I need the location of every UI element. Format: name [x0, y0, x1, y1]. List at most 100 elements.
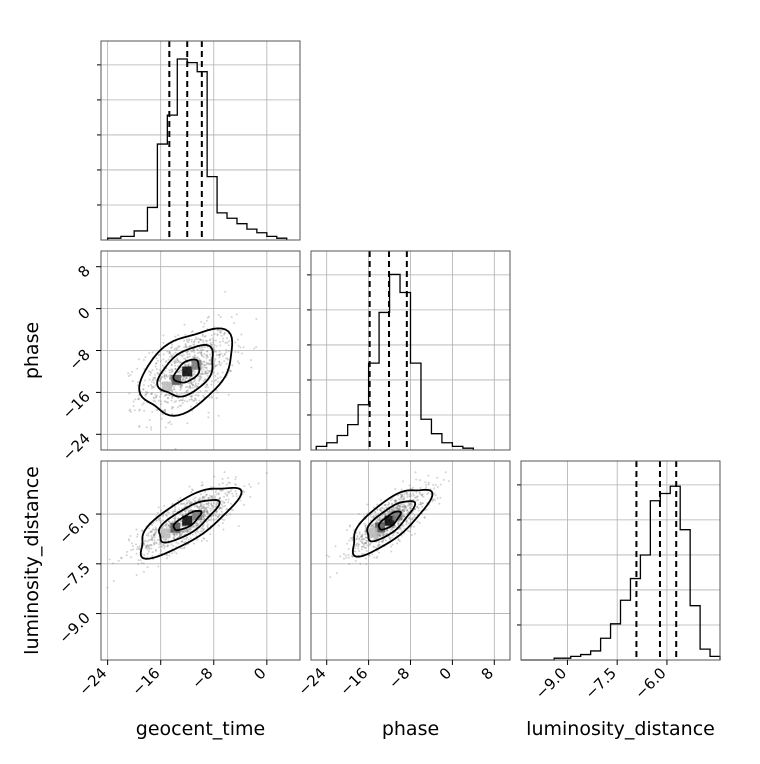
scatter-point: [203, 509, 206, 512]
scatter-point: [174, 368, 177, 371]
scatter-point: [230, 316, 233, 319]
scatter-point: [138, 548, 141, 551]
scatter-point: [186, 530, 189, 533]
scatter-point: [150, 428, 153, 431]
scatter-point: [186, 340, 189, 343]
scatter-point: [186, 502, 189, 505]
scatter-point: [405, 521, 408, 524]
scatter-point: [200, 539, 203, 542]
scatter-point: [210, 503, 213, 506]
scatter-point: [395, 507, 398, 510]
scatter-point: [392, 534, 395, 537]
scatter-point: [190, 330, 193, 333]
scatter-point: [162, 538, 165, 541]
scatter-point: [182, 530, 185, 533]
scatter-point: [224, 290, 227, 293]
scatter-point: [189, 364, 192, 367]
scatter-point: [414, 496, 417, 499]
scatter-point: [355, 538, 358, 541]
scatter-point: [172, 533, 175, 536]
scatter-point: [135, 574, 138, 577]
scatter-point: [164, 410, 167, 413]
scatter-point: [202, 514, 205, 517]
scatter-point: [201, 361, 204, 364]
scatter-point: [234, 478, 237, 481]
scatter-point: [396, 506, 399, 509]
scatter-point: [407, 502, 410, 505]
scatter-point: [439, 496, 442, 499]
density-cell: [171, 374, 182, 385]
scatter-point: [214, 491, 217, 494]
scatter-point: [213, 379, 216, 382]
scatter-point: [145, 544, 148, 547]
scatter-point: [177, 345, 180, 348]
scatter-point: [171, 520, 174, 523]
scatter-point: [202, 394, 205, 397]
scatter-point: [202, 529, 205, 532]
scatter-point: [358, 537, 361, 540]
scatter-point: [201, 370, 204, 373]
scatter-point: [190, 350, 193, 353]
scatter-point: [206, 316, 209, 319]
scatter-point: [126, 550, 129, 553]
scatter-point: [202, 515, 205, 518]
scatter-point: [217, 515, 220, 518]
scatter-point: [170, 368, 173, 371]
scatter-point: [381, 540, 384, 543]
scatter-point: [204, 335, 207, 338]
scatter-point: [181, 399, 184, 402]
scatter-point: [187, 341, 190, 344]
scatter-point: [404, 505, 407, 508]
scatter-point: [150, 393, 153, 396]
scatter-point: [169, 373, 172, 376]
scatter-point: [226, 491, 229, 494]
scatter-point: [431, 500, 434, 503]
scatter-point: [229, 513, 232, 516]
scatter-point: [203, 507, 206, 510]
scatter-point: [380, 510, 383, 513]
scatter-point: [372, 545, 375, 548]
scatter-point: [361, 534, 364, 537]
scatter-point: [149, 383, 152, 386]
scatter-point: [166, 401, 169, 404]
scatter-point: [145, 545, 148, 548]
scatter-point: [197, 340, 200, 343]
scatter-point: [358, 538, 361, 541]
scatter-point: [423, 516, 426, 519]
scatter-point: [172, 353, 175, 356]
scatter-point: [388, 510, 391, 513]
scatter-point: [205, 383, 208, 386]
scatter-point: [190, 509, 193, 512]
scatter-point: [373, 537, 376, 540]
scatter-point: [223, 519, 226, 522]
scatter-point: [193, 399, 196, 402]
scatter-point: [166, 545, 169, 548]
scatter-point: [194, 382, 197, 385]
scatter-point: [179, 534, 182, 537]
scatter-point: [409, 493, 412, 496]
scatter-point: [243, 491, 246, 494]
scatter-point: [151, 369, 154, 372]
scatter-point: [373, 510, 376, 513]
scatter-point: [183, 546, 186, 549]
scatter-point: [170, 407, 173, 410]
scatter-point: [204, 372, 207, 375]
scatter-point: [138, 408, 141, 411]
scatter-point: [397, 494, 400, 497]
scatter-point: [378, 516, 381, 519]
scatter-point: [139, 559, 142, 562]
scatter-point: [400, 496, 403, 499]
scatter-point: [390, 550, 393, 553]
scatter-point: [219, 331, 222, 334]
scatter-point: [201, 372, 204, 375]
scatter-point: [184, 364, 187, 367]
scatter-point: [191, 519, 194, 522]
scatter-point: [220, 490, 223, 493]
scatter-point: [200, 352, 203, 355]
scatter-point: [179, 503, 182, 506]
scatter-point: [212, 514, 215, 517]
scatter-point: [189, 501, 192, 504]
scatter-point: [366, 544, 369, 547]
scatter-point: [203, 366, 206, 369]
scatter-point: [215, 511, 218, 514]
